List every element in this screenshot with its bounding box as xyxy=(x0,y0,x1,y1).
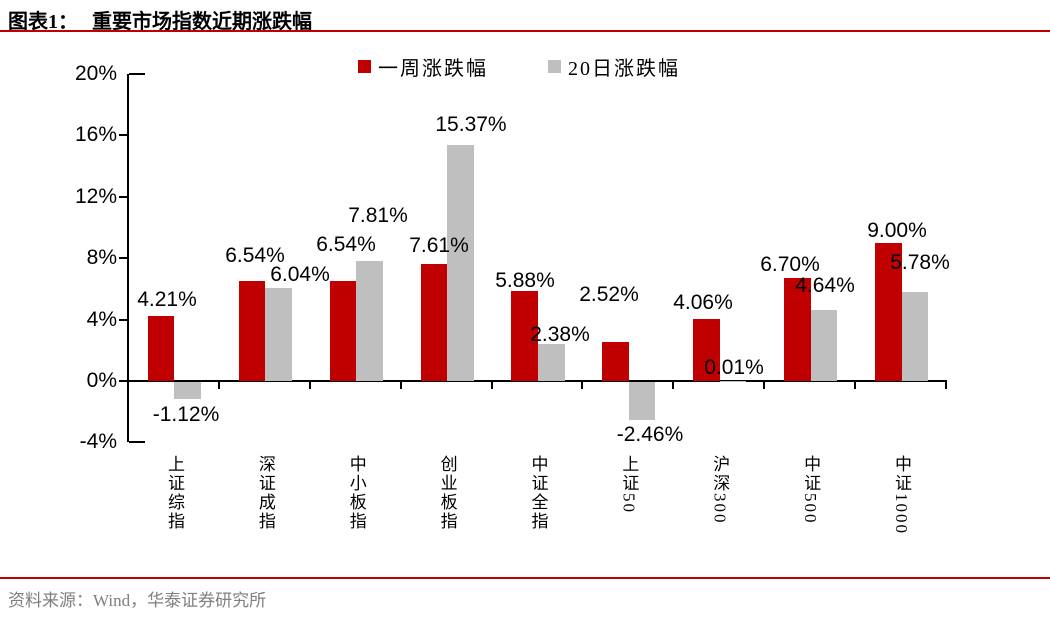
x-axis-tick xyxy=(490,382,493,389)
x-axis-tick xyxy=(308,382,311,389)
footer-divider-line xyxy=(0,577,1050,579)
x-axis-tick xyxy=(672,382,675,389)
x-axis-tick xyxy=(217,382,220,389)
y-axis-endcap-tick xyxy=(129,441,145,444)
x-axis-tick xyxy=(945,382,947,389)
source-note: 资料来源：Wind，华泰证券研究所 xyxy=(8,586,266,611)
bar-20day-7 xyxy=(810,309,838,381)
x-category-label-8: 中证1000 xyxy=(892,455,912,535)
y-axis-endcap-tick xyxy=(129,73,145,75)
legend-label-20day: 20日涨跌幅 xyxy=(568,58,680,80)
bar-data-label-20day-8: 5.78% xyxy=(890,251,950,274)
bar-20day-5 xyxy=(628,382,656,420)
bar-week-3 xyxy=(420,264,448,381)
bar-week-2 xyxy=(329,280,357,381)
legend-item-20day: 20日涨跌幅 xyxy=(548,52,680,81)
x-category-label-3: 创业板指 xyxy=(437,455,457,531)
legend-label-week: 一周涨跌幅 xyxy=(378,58,488,80)
bar-data-label-20day-2: 7.81% xyxy=(348,204,408,227)
bar-data-label-week-1: 6.54% xyxy=(225,244,285,267)
y-tick-label: 0% xyxy=(86,369,117,392)
y-axis-line xyxy=(127,74,129,442)
legend-swatch-week xyxy=(358,60,371,73)
bar-data-label-20day-5: -2.46% xyxy=(616,423,684,446)
x-category-label-5: 上证50 xyxy=(619,455,639,514)
chart-title-prefix: 图表1： xyxy=(8,11,78,33)
legend-item-week: 一周涨跌幅 xyxy=(358,52,488,81)
bar-20day-1 xyxy=(265,288,292,381)
bar-week-7 xyxy=(784,278,811,381)
bar-week-0 xyxy=(147,316,175,381)
bar-20day-2 xyxy=(356,261,383,381)
bar-week-4 xyxy=(511,290,538,381)
bar-data-label-20day-0: -1.12% xyxy=(152,403,220,426)
bar-week-8 xyxy=(874,242,902,381)
x-category-label-0: 上证综指 xyxy=(164,455,184,531)
bar-data-label-20day-6: 0.01% xyxy=(704,356,764,379)
chart-title-text: 重要市场指数近期涨跌幅 xyxy=(92,11,312,33)
x-category-label-6: 沪深300 xyxy=(710,455,730,525)
y-axis-tick xyxy=(119,134,127,137)
x-category-label-2: 中小板指 xyxy=(346,455,366,531)
title-divider-line xyxy=(0,30,1050,32)
bar-week-1 xyxy=(238,280,266,381)
y-tick-label: 12% xyxy=(74,184,117,208)
x-category-label-1: 深证成指 xyxy=(255,455,275,531)
y-tick-label: 16% xyxy=(74,123,117,147)
y-tick-label: 20% xyxy=(74,62,117,85)
y-axis-tick xyxy=(119,257,127,260)
bar-data-label-20day-3: 15.37% xyxy=(435,113,507,136)
bar-data-label-20day-4: 2.38% xyxy=(530,323,590,346)
bar-data-label-week-3: 7.61% xyxy=(409,234,469,257)
legend-swatch-20day xyxy=(548,60,561,73)
y-axis-tick xyxy=(119,318,127,321)
chart-legend: 一周涨跌幅 20日涨跌幅 xyxy=(358,52,680,81)
bar-20day-0 xyxy=(174,382,202,400)
bar-data-label-week-8: 9.00% xyxy=(867,219,927,242)
bar-20day-4 xyxy=(538,344,565,381)
bar-20day-8 xyxy=(901,292,929,381)
bar-data-label-week-2: 6.54% xyxy=(316,233,376,256)
bar-data-label-week-6: 4.06% xyxy=(673,291,733,314)
source-text: Wind，华泰证券研究所 xyxy=(93,591,267,610)
y-axis-tick xyxy=(119,380,127,382)
x-axis-tick xyxy=(127,382,129,389)
bar-data-label-week-7: 6.70% xyxy=(760,253,820,276)
bar-data-label-week-5: 2.52% xyxy=(579,283,639,306)
x-axis-tick xyxy=(399,382,402,389)
bar-week-6 xyxy=(693,318,720,381)
bar-data-label-week-4: 5.88% xyxy=(495,269,555,292)
x-axis-tick xyxy=(854,382,857,389)
y-tick-label: -4% xyxy=(79,430,117,454)
y-tick-label: 8% xyxy=(86,246,117,270)
x-axis-line xyxy=(127,380,947,382)
y-tick-label: 4% xyxy=(86,307,117,331)
x-category-label-4: 中证全指 xyxy=(528,455,548,531)
y-axis-tick xyxy=(119,195,127,198)
bar-week-5 xyxy=(602,342,629,381)
chart-title: 图表1： 重要市场指数近期涨跌幅 xyxy=(8,5,312,34)
bar-20day-3 xyxy=(447,145,474,381)
bar-data-label-20day-7: 4.64% xyxy=(795,274,855,297)
x-axis-tick xyxy=(581,382,584,389)
x-category-label-7: 中证500 xyxy=(801,455,821,525)
source-prefix: 资料来源： xyxy=(8,591,93,610)
bar-data-label-week-0: 4.21% xyxy=(137,288,197,311)
bar-data-label-20day-1: 6.04% xyxy=(270,263,330,286)
x-axis-tick xyxy=(763,382,766,389)
